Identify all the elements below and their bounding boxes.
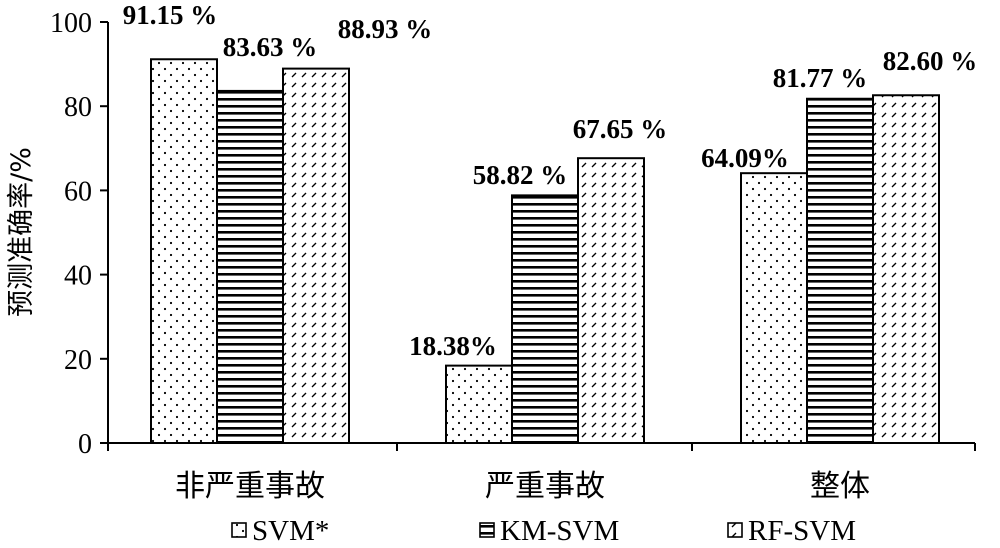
- legend-swatch: [479, 522, 495, 538]
- bar-rf-svm-1: [577, 157, 645, 444]
- y-tick-label: 80: [64, 92, 92, 123]
- value-label: 83.63 %: [223, 32, 318, 62]
- legend: SVM* KM-SVM RF-SVM: [231, 515, 856, 547]
- axes-layer: 0 20 40 60 80 100 非严重事故 严重事故 整体: [50, 8, 976, 504]
- y-tick-label: 40: [64, 261, 92, 292]
- y-tick-label: 100: [50, 8, 92, 39]
- value-label: 81.77 %: [773, 63, 868, 93]
- bar-km-svm-2: [806, 97, 874, 445]
- legend-label: SVM*: [252, 515, 329, 547]
- bar-rf-svm-0: [282, 67, 350, 444]
- bar-svm--0: [150, 58, 218, 444]
- value-label: 58.82 %: [473, 160, 568, 190]
- value-labels-layer: 91.15 %83.63 % 88.93 % 18.38% 58.82 %67.65 …: [123, 0, 978, 361]
- legend-label: KM-SVM: [500, 515, 619, 547]
- x-category-label: 严重事故: [485, 469, 605, 504]
- bar-svm--2: [740, 172, 808, 445]
- x-category-label: 非严重事故: [175, 469, 325, 504]
- bar-svm--1: [445, 364, 513, 445]
- legend-label: RF-SVM: [748, 515, 856, 547]
- value-label: 88.93 %: [338, 14, 433, 44]
- value-label: 91.15 %: [123, 0, 218, 30]
- bars-layer: [150, 58, 940, 445]
- x-category-label: 整体: [810, 469, 870, 504]
- bar-rf-svm-2: [872, 94, 940, 444]
- legend-swatch: [231, 522, 247, 538]
- y-tick-label: 0: [78, 429, 92, 460]
- value-label: 64.09%: [701, 143, 789, 173]
- y-axis-label: 预测准确率/%: [6, 147, 37, 317]
- value-label: 67.65 %: [573, 114, 668, 144]
- value-label: 18.38%: [409, 331, 497, 361]
- y-tick-label: 20: [64, 345, 92, 376]
- legend-swatch: [727, 522, 743, 538]
- bar-km-svm-1: [511, 194, 579, 444]
- bar-km-svm-0: [216, 89, 284, 445]
- y-tick-label: 60: [64, 176, 92, 207]
- value-label: 82.60 %: [883, 46, 978, 76]
